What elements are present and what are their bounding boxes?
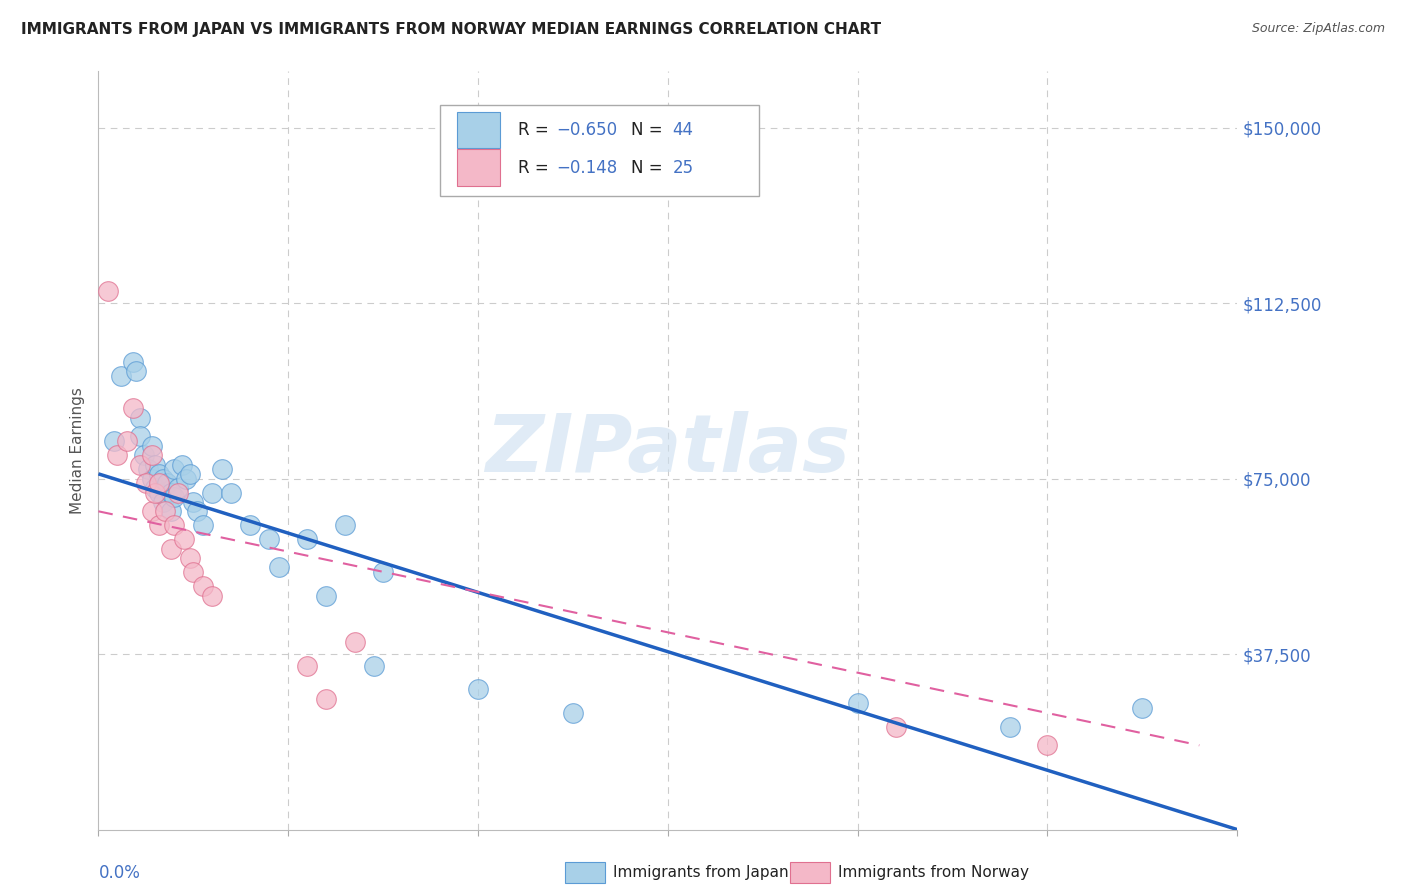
FancyBboxPatch shape <box>457 150 501 186</box>
Point <box>129 429 152 443</box>
Point <box>170 458 193 472</box>
Point <box>363 658 385 673</box>
Point <box>846 696 869 710</box>
Point <box>156 476 179 491</box>
Point <box>103 434 125 449</box>
Point <box>141 448 163 462</box>
Point <box>239 518 262 533</box>
Text: R =: R = <box>517 159 554 177</box>
Point <box>562 706 585 720</box>
Point <box>201 485 224 500</box>
Point <box>135 476 157 491</box>
Point <box>141 439 163 453</box>
Point <box>129 458 152 472</box>
Point <box>179 467 201 481</box>
Point <box>167 481 190 495</box>
Point <box>371 565 394 579</box>
Text: 25: 25 <box>672 159 693 177</box>
Point <box>163 490 186 504</box>
Point <box>152 471 174 485</box>
Point <box>145 485 167 500</box>
Point <box>110 368 132 383</box>
Point <box>998 720 1021 734</box>
Point <box>211 462 233 476</box>
Point <box>167 485 190 500</box>
Text: ZIPatlas: ZIPatlas <box>485 411 851 490</box>
Point <box>129 410 152 425</box>
Text: IMMIGRANTS FROM JAPAN VS IMMIGRANTS FROM NORWAY MEDIAN EARNINGS CORRELATION CHAR: IMMIGRANTS FROM JAPAN VS IMMIGRANTS FROM… <box>21 22 882 37</box>
Point <box>315 589 337 603</box>
Point <box>163 462 186 476</box>
Point <box>467 682 489 697</box>
Point <box>145 458 167 472</box>
Point <box>173 533 195 547</box>
Y-axis label: Median Earnings: Median Earnings <box>70 387 86 514</box>
Point <box>174 471 197 485</box>
Point <box>201 589 224 603</box>
Point <box>297 658 319 673</box>
Point <box>191 579 214 593</box>
Point <box>163 518 186 533</box>
Point <box>145 481 167 495</box>
Point <box>97 285 120 299</box>
Point <box>159 541 181 556</box>
Point <box>152 495 174 509</box>
Point <box>148 518 170 533</box>
Point <box>125 364 148 378</box>
Text: N =: N = <box>631 159 668 177</box>
FancyBboxPatch shape <box>440 105 759 196</box>
Point <box>179 551 201 566</box>
Point <box>148 467 170 481</box>
Point <box>121 401 143 416</box>
Text: −0.650: −0.650 <box>557 120 617 139</box>
Point <box>221 485 243 500</box>
Text: −0.148: −0.148 <box>557 159 617 177</box>
FancyBboxPatch shape <box>457 112 501 148</box>
Point <box>141 504 163 518</box>
Text: Immigrants from Japan: Immigrants from Japan <box>613 865 789 880</box>
Point <box>148 476 170 491</box>
Text: Source: ZipAtlas.com: Source: ZipAtlas.com <box>1251 22 1385 36</box>
Point <box>141 471 163 485</box>
Point <box>107 448 129 462</box>
Point <box>335 518 357 533</box>
Point <box>183 565 205 579</box>
Point <box>159 485 181 500</box>
Point <box>343 635 366 649</box>
Point <box>1132 701 1154 715</box>
Text: 0.0%: 0.0% <box>98 863 141 881</box>
Text: N =: N = <box>631 120 668 139</box>
Point <box>136 462 159 476</box>
Point <box>132 448 155 462</box>
Text: 44: 44 <box>672 120 693 139</box>
Point <box>183 495 205 509</box>
Point <box>121 354 143 368</box>
Point <box>259 533 281 547</box>
Point <box>1036 739 1059 753</box>
Point <box>315 691 337 706</box>
Point <box>884 720 907 734</box>
Point <box>153 504 176 518</box>
Text: Immigrants from Norway: Immigrants from Norway <box>838 865 1029 880</box>
Point <box>186 504 208 518</box>
Point <box>159 504 181 518</box>
Point <box>191 518 214 533</box>
Point <box>115 434 138 449</box>
Text: R =: R = <box>517 120 554 139</box>
Point <box>148 485 170 500</box>
Point <box>267 560 290 574</box>
Point <box>297 533 319 547</box>
